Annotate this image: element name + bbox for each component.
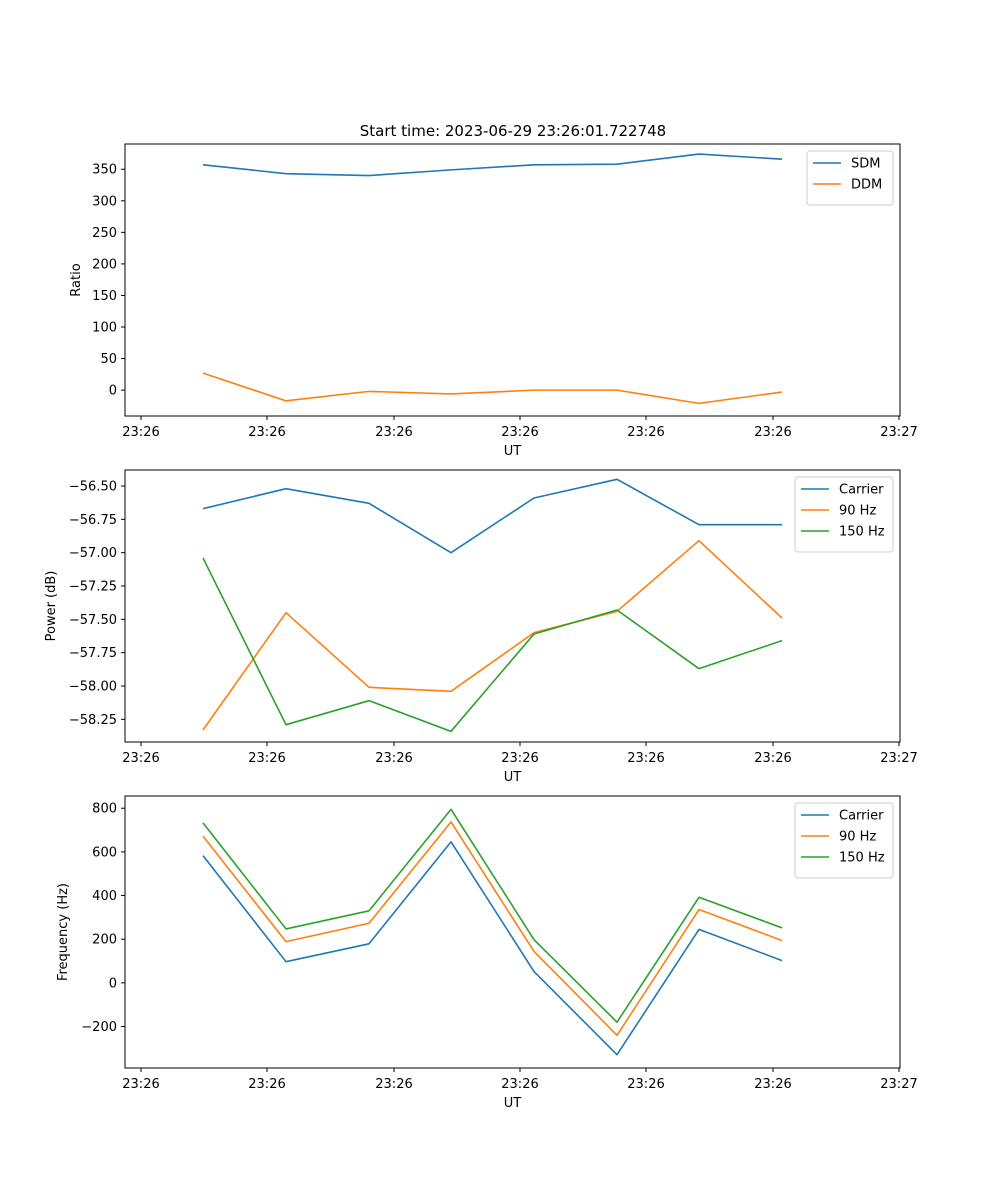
y-axis-label: Frequency (Hz) xyxy=(56,883,71,981)
series-line-ddm xyxy=(202,372,783,405)
series-line-90-hz xyxy=(202,539,783,731)
series-line-90-hz xyxy=(202,821,783,1037)
y-tick-label: 300 xyxy=(92,194,117,209)
x-tick-label: 23:26 xyxy=(501,425,538,440)
x-tick-label: 23:26 xyxy=(627,751,664,766)
y-tick-label: 350 xyxy=(92,163,117,178)
y-tick-label: −57.25 xyxy=(69,580,117,595)
x-tick-label: 23:26 xyxy=(122,751,159,766)
y-axis-label: Ratio xyxy=(69,263,84,296)
y-tick-label: 400 xyxy=(92,889,117,904)
y-tick-label: −56.50 xyxy=(69,480,117,495)
y-tick-label: 0 xyxy=(109,976,117,991)
series-line-sdm xyxy=(202,153,783,177)
series-line-150-hz xyxy=(202,557,783,733)
y-tick-label: −57.00 xyxy=(69,546,117,561)
legend-box xyxy=(794,802,894,879)
x-tick-label: 23:27 xyxy=(880,425,917,440)
legend-label: SDM xyxy=(851,157,880,172)
y-tick-label: 200 xyxy=(92,257,117,272)
legend-label: 150 Hz xyxy=(839,851,885,866)
series-line-carrier xyxy=(202,841,783,1056)
legend: Carrier 90 Hz 150 Hz xyxy=(794,476,894,553)
x-tick-label: 23:26 xyxy=(627,1077,664,1092)
x-tick-label: 23:26 xyxy=(627,425,664,440)
x-tick-label: 23:27 xyxy=(880,1077,917,1092)
y-tick-label: −57.75 xyxy=(69,646,117,661)
x-tick-label: 23:26 xyxy=(375,751,412,766)
y-tick-label: 800 xyxy=(92,802,117,817)
y-tick-label: 50 xyxy=(100,352,117,367)
x-tick-label: 23:26 xyxy=(375,425,412,440)
legend-box xyxy=(794,476,894,553)
x-tick-label: 23:26 xyxy=(754,751,791,766)
legend: Carrier 90 Hz 150 Hz xyxy=(794,802,894,879)
x-axis-label: UT xyxy=(504,1096,522,1111)
y-tick-label: 200 xyxy=(92,933,117,948)
y-tick-label: −58.25 xyxy=(69,713,117,728)
y-tick-label: 0 xyxy=(109,384,117,399)
x-tick-label: 23:26 xyxy=(122,1077,159,1092)
y-axis-label: Power (dB) xyxy=(44,571,59,642)
chart-panel-3: 23:26 23:26 23:26 23:26 23:26 23:26 23:27 −200 0… xyxy=(56,795,918,1111)
x-tick-label: 23:26 xyxy=(375,1077,412,1092)
legend-label: Carrier xyxy=(839,483,884,498)
x-tick-label: 23:26 xyxy=(754,425,791,440)
x-tick-label: 23:26 xyxy=(501,751,538,766)
legend-label: Carrier xyxy=(839,809,884,824)
series-line-carrier xyxy=(202,478,782,554)
x-tick-label: 23:26 xyxy=(754,1077,791,1092)
x-tick-label: 23:26 xyxy=(501,1077,538,1092)
legend: SDM DDM xyxy=(806,150,894,206)
legend-label: 90 Hz xyxy=(839,504,876,519)
y-tick-label: −57.50 xyxy=(69,613,117,628)
y-tick-label: 150 xyxy=(92,289,117,304)
legend-label: DDM xyxy=(851,178,882,193)
legend-box xyxy=(806,150,894,206)
y-tick-label: −56.75 xyxy=(69,513,117,528)
x-tick-label: 23:26 xyxy=(248,1077,285,1092)
y-tick-label: 600 xyxy=(92,845,117,860)
plot-frame xyxy=(124,143,901,417)
x-tick-label: 23:26 xyxy=(122,425,159,440)
chart-panels: 23:26 23:26 23:26 23:26 23:26 23:26 23:27 0 50 10… xyxy=(44,143,918,1111)
y-tick-label: 250 xyxy=(92,226,117,241)
chart-panel-2: 23:26 23:26 23:26 23:26 23:26 23:26 23:27 −58.2… xyxy=(44,469,918,785)
y-tick-label: 100 xyxy=(92,321,117,336)
y-tick-label: −200 xyxy=(81,1020,117,1035)
x-tick-label: 23:26 xyxy=(248,425,285,440)
legend-label: 90 Hz xyxy=(839,830,876,845)
x-tick-label: 23:26 xyxy=(248,751,285,766)
x-axis-label: UT xyxy=(504,444,522,459)
chart-title: Start time: 2023-06-29 23:26:01.722748 xyxy=(360,122,666,140)
x-axis-label: UT xyxy=(504,770,522,785)
y-tick-label: −58.00 xyxy=(69,680,117,695)
chart-panel-1: 23:26 23:26 23:26 23:26 23:26 23:26 23:27 0 50 10… xyxy=(69,143,918,459)
legend-label: 150 Hz xyxy=(839,525,885,540)
x-tick-label: 23:27 xyxy=(880,751,917,766)
plot-frame xyxy=(124,469,901,743)
plot-frame xyxy=(124,795,901,1069)
series-line-150-hz xyxy=(202,808,783,1023)
